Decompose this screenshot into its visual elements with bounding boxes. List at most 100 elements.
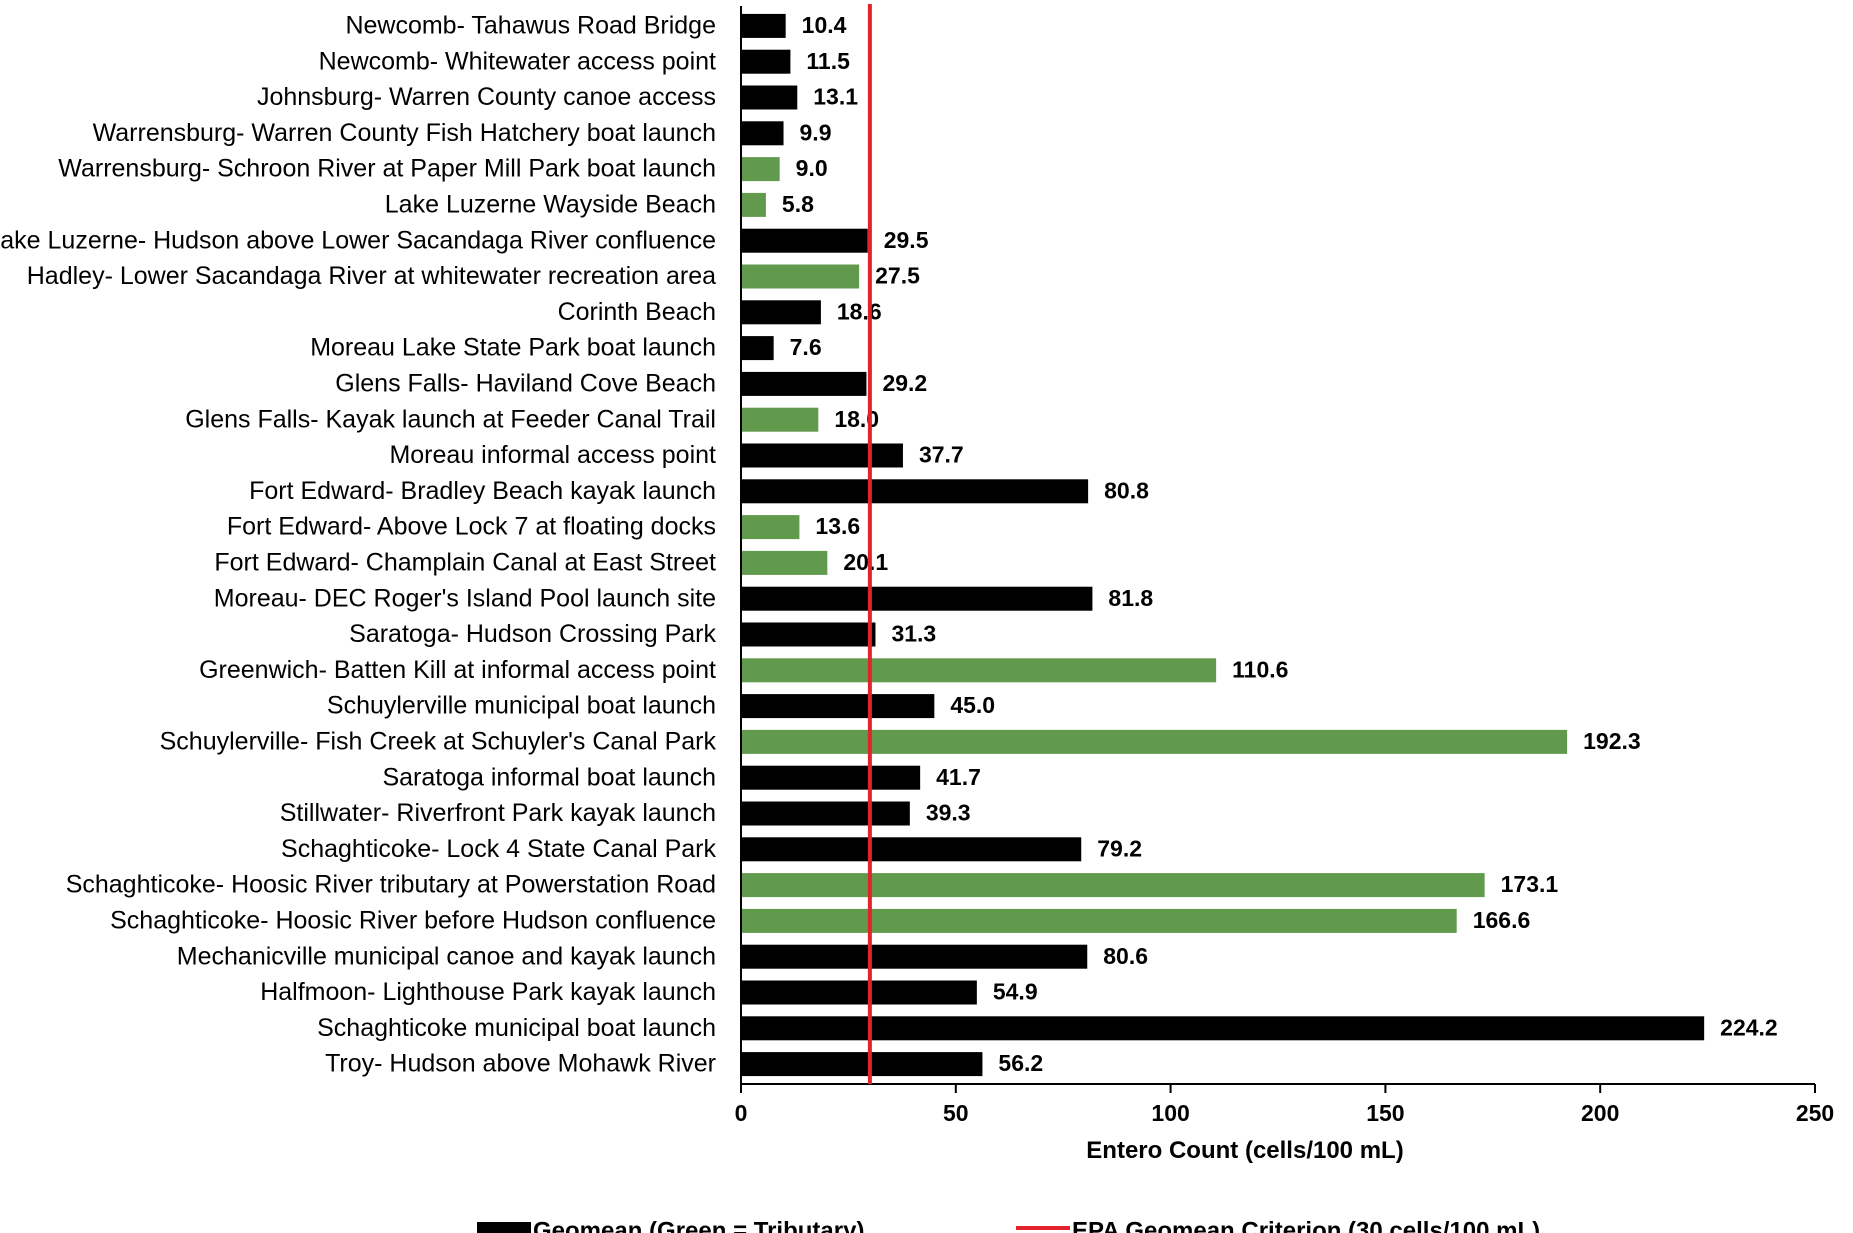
bar [741,694,935,719]
bar [741,515,800,540]
x-tick-label: 0 [735,1100,748,1126]
category-label: Lake Luzerne Wayside Beach [385,191,716,219]
bar-value-label: 224.2 [1720,1014,1778,1040]
category-label: Schaghticoke municipal boat launch [317,1014,716,1042]
legend-criterion-label: EPA Geomean Criterion (30 cells/100 mL) [1072,1217,1540,1233]
bar-value-label: 5.8 [782,191,814,217]
legend-geomean-label: Geomean (Green = Tributary) [533,1217,864,1233]
bar [741,371,867,396]
bar [741,658,1217,683]
bar [741,729,1568,754]
bar-value-label: 80.6 [1103,943,1148,969]
bar-value-label: 54.9 [993,979,1038,1005]
x-tick-label: 200 [1581,1100,1619,1126]
bar-value-label: 29.2 [882,370,927,396]
x-tick-label: 100 [1151,1100,1189,1126]
value-labels-layer: 10.4 11.5 13.1 9.9 9.0 5.8 29.5 27.5 18.6 7.6 29.2… [782,12,1778,1076]
bar [741,85,798,110]
bar-value-label: 173.1 [1501,871,1559,897]
bar [741,479,1089,504]
bar-value-label: 56.2 [998,1050,1043,1076]
category-label: Moreau- DEC Roger's Island Pool launch s… [214,584,716,612]
bar-value-label: 166.6 [1473,907,1531,933]
bar-value-label: 13.6 [815,513,860,539]
bar [741,443,903,468]
bar-value-label: 37.7 [919,442,964,468]
bar-value-label: 192.3 [1583,728,1641,754]
category-label: Schuylerville- Fish Creek at Schuyler's … [160,728,717,756]
bar-value-label: 79.2 [1097,835,1142,861]
bar-value-label: 110.6 [1232,656,1288,682]
bar-value-label: 20.1 [843,549,888,575]
category-label: Glens Falls- Haviland Cove Beach [335,370,716,398]
bar-value-label: 27.5 [875,263,920,289]
category-label: Schaghticoke- Hoosic River tributary at … [66,871,716,899]
x-tick-label: 50 [943,1100,969,1126]
bar [741,1052,983,1077]
bar-value-label: 81.8 [1108,585,1153,611]
bar [741,873,1485,898]
bar-value-label: 9.0 [796,155,828,181]
category-label: Schuylerville municipal boat launch [327,692,716,720]
legend-geomean-swatch [477,1222,531,1233]
bar-value-label: 7.6 [790,334,822,360]
bar [741,264,860,289]
category-label: Hadley- Lower Sacandaga River at whitewa… [27,262,716,290]
bar [741,121,784,146]
bars-layer [741,13,1705,1077]
category-label: Mechanicville municipal canoe and kayak … [177,942,716,970]
category-label: Johnsburg- Warren County canoe access [257,83,716,111]
bar-value-label: 11.5 [806,48,850,74]
category-label: Schaghticoke- Lock 4 State Canal Park [281,835,716,863]
bar [741,622,876,647]
bar [741,837,1082,862]
category-label: Newcomb- Whitewater access point [319,47,716,75]
category-label: Halfmoon- Lighthouse Park kayak launch [260,978,716,1006]
category-label: Fort Edward- Above Lock 7 at floating do… [227,513,716,541]
bar [741,300,821,325]
bar [741,801,910,826]
x-tick-label: 150 [1366,1100,1404,1126]
category-label: Fort Edward- Bradley Beach kayak launch [249,477,716,505]
bar-value-label: 41.7 [936,764,981,790]
bar [741,157,780,182]
category-label: Moreau informal access point [389,441,716,469]
bar-value-label: 9.9 [800,119,832,145]
bar [741,49,791,74]
category-label: Troy- Hudson above Mohawk River [325,1050,716,1078]
x-tick-label: 250 [1796,1100,1834,1126]
bar-value-label: 18.0 [834,406,879,432]
category-label: Fort Edward- Champlain Canal at East Str… [214,549,716,577]
bar-value-label: 31.3 [891,621,936,647]
category-label: Newcomb- Tahawus Road Bridge [345,12,716,40]
bar [741,1016,1705,1041]
x-ticks-layer: 0 50 100 150 200 250 [735,1084,1834,1126]
category-label: Greenwich- Batten Kill at informal acces… [199,656,716,684]
bar [741,228,868,253]
bar [741,586,1093,611]
axes-layer [740,6,1815,1085]
bar-value-label: 10.4 [802,12,847,38]
legend: Geomean (Green = Tributary) EPA Geomean … [477,1217,1540,1233]
bar-value-label: 80.8 [1104,477,1149,503]
bar [741,550,828,575]
bar [741,407,819,432]
bar [741,908,1457,933]
bar-value-label: 29.5 [884,227,929,253]
bar [741,192,766,217]
bar [741,944,1088,969]
category-label: Corinth Beach [558,298,716,326]
category-label: Lake Luzerne- Hudson above Lower Sacanda… [0,226,716,254]
category-label: Saratoga- Hudson Crossing Park [349,620,716,648]
bar [741,980,977,1005]
bar [741,336,774,361]
bar-value-label: 13.1 [813,84,858,110]
category-label: Schaghticoke- Hoosic River before Hudson… [110,907,716,935]
bar [741,13,786,38]
bar-value-label: 18.6 [837,298,882,324]
bar-value-label: 45.0 [950,692,995,718]
bar [741,765,921,790]
category-label: Warrensburg- Warren County Fish Hatchery… [93,119,716,147]
